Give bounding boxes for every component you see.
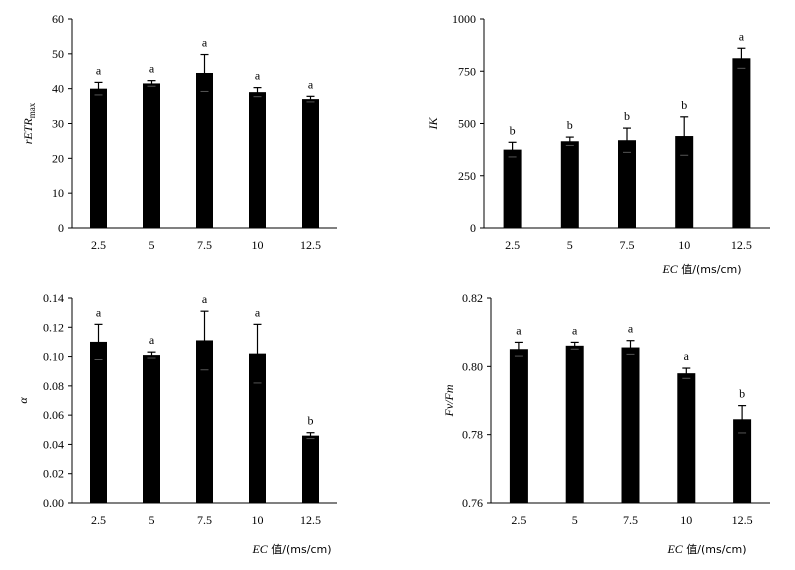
x-tick-label: 7.5 bbox=[623, 513, 638, 527]
y-axis-label: α bbox=[16, 397, 30, 404]
significance-letter: a bbox=[684, 349, 690, 363]
chart-IK: 0 250 500 750 1000 b 2.5 b 5 b 7.5 b 10 a 12.5 EC 值/(ms… bbox=[426, 12, 770, 276]
bar bbox=[503, 149, 522, 228]
x-tick-label: 2.5 bbox=[91, 238, 106, 252]
x-tick-label: 12.5 bbox=[300, 238, 321, 252]
bar bbox=[196, 340, 213, 503]
bar bbox=[733, 419, 752, 503]
y-tick-label: 0.06 bbox=[43, 408, 64, 422]
x-tick-label: 10 bbox=[680, 513, 692, 527]
y-tick-label: 20 bbox=[52, 151, 64, 165]
bar bbox=[618, 140, 636, 228]
y-tick-label: 0.08 bbox=[43, 379, 64, 393]
x-tick-label: 5 bbox=[149, 513, 155, 527]
y-tick-label: 0 bbox=[470, 221, 476, 235]
y-tick-label: 10 bbox=[52, 186, 64, 200]
x-tick-label: 2.5 bbox=[91, 513, 106, 527]
significance-letter: a bbox=[308, 77, 314, 91]
bar bbox=[302, 99, 319, 228]
y-tick-label: 0.14 bbox=[43, 291, 64, 305]
x-tick-label: 10 bbox=[678, 238, 690, 252]
bar bbox=[302, 435, 319, 503]
bar bbox=[90, 341, 107, 503]
bar bbox=[560, 141, 579, 228]
x-axis-label: EC 值/(ms/cm) bbox=[251, 542, 331, 556]
y-tick-label: 0.00 bbox=[43, 496, 64, 510]
significance-letter: b bbox=[567, 118, 573, 132]
y-tick-label: 50 bbox=[52, 47, 64, 61]
x-tick-label: 5 bbox=[149, 238, 155, 252]
x-tick-label: 10 bbox=[252, 513, 264, 527]
bar bbox=[143, 83, 160, 228]
significance-letter: a bbox=[96, 63, 102, 77]
x-tick-label: 5 bbox=[572, 513, 578, 527]
y-tick-label: 0.78 bbox=[462, 428, 483, 442]
y-axis-label: IK bbox=[426, 117, 440, 131]
significance-letter: a bbox=[739, 29, 745, 43]
x-tick-label: 12.5 bbox=[300, 513, 321, 527]
y-tick-label: 0.04 bbox=[43, 437, 64, 451]
bar bbox=[509, 349, 528, 503]
x-tick-label: 7.5 bbox=[197, 238, 212, 252]
significance-letter: b bbox=[510, 123, 516, 137]
x-tick-label: 12.5 bbox=[731, 238, 752, 252]
significance-letter: a bbox=[96, 305, 102, 319]
significance-letter: a bbox=[572, 323, 578, 337]
y-tick-label: 0.80 bbox=[462, 359, 483, 373]
y-tick-label: 0.82 bbox=[462, 291, 483, 305]
y-tick-label: 30 bbox=[52, 117, 64, 131]
x-tick-label: 12.5 bbox=[732, 513, 753, 527]
y-tick-label: 40 bbox=[52, 82, 64, 96]
bar bbox=[621, 347, 640, 503]
significance-letter: a bbox=[149, 62, 155, 76]
y-tick-label: 250 bbox=[458, 169, 476, 183]
bar bbox=[196, 72, 213, 228]
significance-letter: a bbox=[202, 292, 208, 306]
significance-letter: a bbox=[516, 323, 522, 337]
x-tick-label: 2.5 bbox=[511, 513, 526, 527]
y-tick-label: 0.12 bbox=[43, 320, 64, 334]
significance-letter: b bbox=[308, 414, 314, 428]
x-tick-label: 10 bbox=[252, 238, 264, 252]
bar bbox=[249, 92, 266, 229]
y-tick-label: 500 bbox=[458, 117, 476, 131]
y-tick-label: 750 bbox=[458, 64, 476, 78]
significance-letter: b bbox=[681, 98, 687, 112]
y-tick-label: 0.02 bbox=[43, 467, 64, 481]
y-tick-label: 0 bbox=[58, 221, 64, 235]
y-tick-label: 0.10 bbox=[43, 350, 64, 364]
significance-letter: a bbox=[149, 333, 155, 347]
significance-letter: a bbox=[202, 36, 208, 50]
significance-letter: a bbox=[255, 69, 261, 83]
significance-letter: b bbox=[739, 387, 745, 401]
x-tick-label: 5 bbox=[567, 238, 573, 252]
y-tick-label: 60 bbox=[52, 12, 64, 26]
bar bbox=[732, 58, 751, 229]
x-tick-label: 7.5 bbox=[197, 513, 212, 527]
chart-FvFm: 0.76 0.78 0.80 0.82 a 2.5 a 5 a 7.5 a 10 b 12.5 EC 值/(… bbox=[442, 291, 770, 556]
significance-letter: a bbox=[628, 322, 634, 336]
bar bbox=[565, 345, 584, 503]
significance-letter: a bbox=[255, 305, 261, 319]
y-axis-label: rETRmax bbox=[21, 102, 37, 144]
y-tick-label: 0.76 bbox=[462, 496, 483, 510]
bar bbox=[675, 136, 694, 228]
y-tick-label: 1000 bbox=[452, 12, 476, 26]
x-axis-label: EC 值/(ms/cm) bbox=[661, 262, 741, 276]
significance-letter: b bbox=[624, 109, 630, 123]
bar bbox=[90, 88, 107, 229]
bar bbox=[677, 373, 696, 503]
bar bbox=[143, 355, 160, 503]
bar bbox=[249, 353, 266, 503]
chart-alpha: 0.00 0.02 0.04 0.06 0.08 0.10 0.12 0.14 a 2.5 a 5 a 7… bbox=[16, 291, 337, 556]
y-axis-label: Fv/Fm bbox=[442, 384, 456, 417]
x-tick-label: 2.5 bbox=[505, 238, 520, 252]
x-axis-label: EC 值/(ms/cm) bbox=[666, 542, 746, 556]
x-tick-label: 7.5 bbox=[620, 238, 635, 252]
chart-rETRmax: 0 10 20 30 40 50 60 a 2.5 a 5 a 7.5 a 10 a 12.5 rETRmax bbox=[21, 12, 337, 252]
